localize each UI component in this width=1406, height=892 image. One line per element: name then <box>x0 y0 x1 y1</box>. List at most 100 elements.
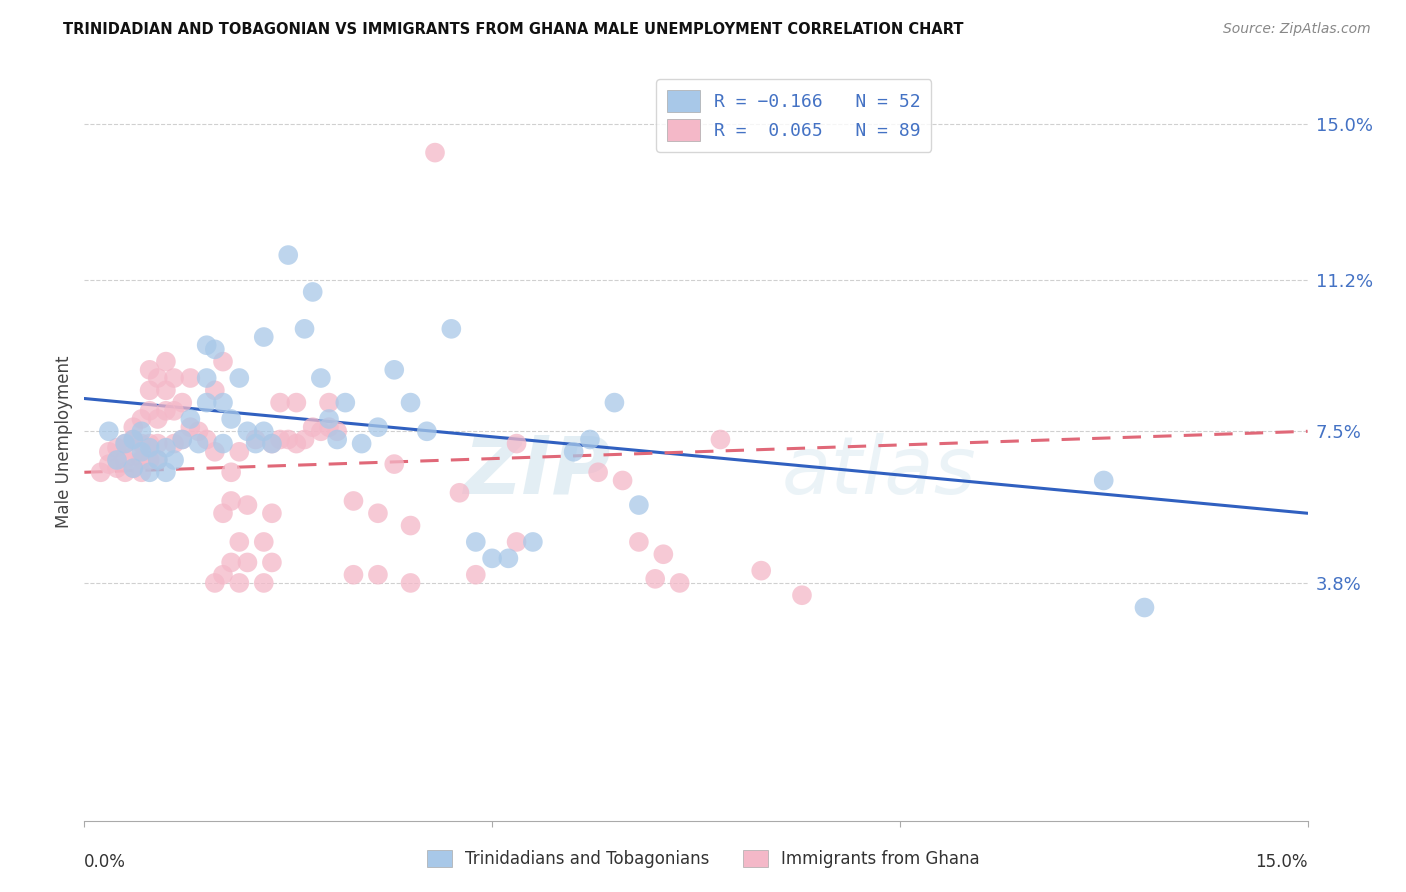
Point <box>195 371 218 385</box>
Point <box>195 395 218 409</box>
Point <box>97 425 120 439</box>
Point <box>114 436 136 450</box>
Point <box>179 371 201 385</box>
Point <box>318 420 340 434</box>
Point <box>138 436 160 450</box>
Y-axis label: Male Unemployment: Male Unemployment <box>55 355 73 528</box>
Point <box>668 576 690 591</box>
Point <box>163 453 186 467</box>
Point <box>163 436 186 450</box>
Point <box>204 343 226 357</box>
Point <box>155 384 177 398</box>
Point <box>309 371 332 385</box>
Point <box>163 371 186 385</box>
Point <box>122 420 145 434</box>
Point <box>122 449 145 463</box>
Point <box>285 436 308 450</box>
Point <box>253 535 276 549</box>
Point <box>219 412 242 426</box>
Point <box>212 395 235 409</box>
Point <box>505 535 527 549</box>
Point <box>253 425 276 439</box>
Point <box>586 465 609 479</box>
Text: TRINIDADIAN AND TOBAGONIAN VS IMMIGRANTS FROM GHANA MALE UNEMPLOYMENT CORRELATIO: TRINIDADIAN AND TOBAGONIAN VS IMMIGRANTS… <box>63 22 963 37</box>
Point <box>155 465 177 479</box>
Point <box>367 420 389 434</box>
Point <box>195 338 218 352</box>
Point <box>228 371 250 385</box>
Point <box>179 412 201 426</box>
Point <box>228 576 250 591</box>
Point <box>318 412 340 426</box>
Point <box>122 433 145 447</box>
Point <box>612 474 634 488</box>
Point <box>131 412 153 426</box>
Point <box>579 433 602 447</box>
Point <box>138 453 160 467</box>
Point <box>204 384 226 398</box>
Point <box>498 551 520 566</box>
Point <box>382 363 405 377</box>
Point <box>294 322 316 336</box>
Point <box>172 433 194 447</box>
Text: 0.0%: 0.0% <box>84 854 127 871</box>
Point <box>97 457 120 471</box>
Point <box>236 425 259 439</box>
Point <box>749 564 772 578</box>
Point <box>155 404 177 418</box>
Point <box>114 436 136 450</box>
Point <box>212 436 235 450</box>
Point <box>131 436 153 450</box>
Point <box>212 567 235 582</box>
Point <box>335 395 357 409</box>
Point <box>399 576 422 591</box>
Text: 15.0%: 15.0% <box>1256 854 1308 871</box>
Point <box>260 556 283 570</box>
Point <box>114 453 136 467</box>
Point <box>269 433 291 447</box>
Point <box>187 425 209 439</box>
Point <box>253 576 276 591</box>
Legend: Trinidadians and Tobagonians, Immigrants from Ghana: Trinidadians and Tobagonians, Immigrants… <box>420 843 986 875</box>
Point <box>105 453 128 467</box>
Point <box>342 494 364 508</box>
Point <box>97 444 120 458</box>
Point <box>522 535 544 549</box>
Point <box>260 506 283 520</box>
Point <box>627 535 650 549</box>
Point <box>440 322 463 336</box>
Point <box>367 506 389 520</box>
Point <box>1092 474 1115 488</box>
Point <box>138 465 160 479</box>
Point <box>146 436 169 450</box>
Point <box>114 465 136 479</box>
Point <box>146 371 169 385</box>
Point <box>790 588 813 602</box>
Point <box>416 425 439 439</box>
Point <box>212 506 235 520</box>
Point <box>155 354 177 368</box>
Point <box>603 395 626 409</box>
Point <box>219 465 242 479</box>
Point <box>195 433 218 447</box>
Point <box>367 567 389 582</box>
Point <box>204 444 226 458</box>
Point <box>204 576 226 591</box>
Point <box>652 547 675 561</box>
Point <box>245 436 267 450</box>
Point <box>172 433 194 447</box>
Point <box>253 330 276 344</box>
Point <box>1133 600 1156 615</box>
Text: Source: ZipAtlas.com: Source: ZipAtlas.com <box>1223 22 1371 37</box>
Point <box>382 457 405 471</box>
Point <box>146 412 169 426</box>
Point <box>131 465 153 479</box>
Point <box>228 444 250 458</box>
Point <box>399 518 422 533</box>
Point <box>342 567 364 582</box>
Point <box>326 433 349 447</box>
Point <box>131 453 153 467</box>
Point <box>644 572 666 586</box>
Point <box>179 420 201 434</box>
Point <box>138 384 160 398</box>
